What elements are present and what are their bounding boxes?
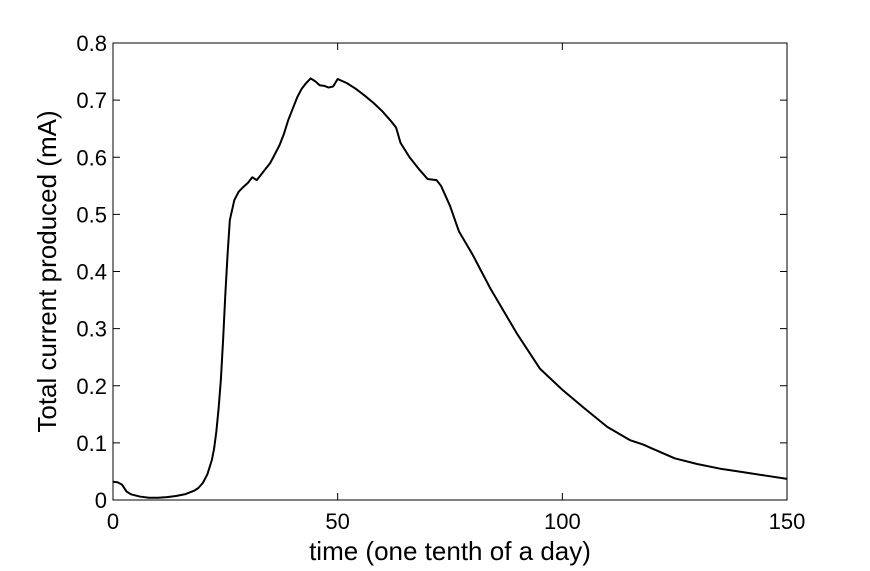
x-axis-label: time (one tenth of a day): [309, 536, 591, 566]
y-tick-label: 0.5: [76, 202, 107, 227]
x-tick-label: 100: [544, 509, 581, 534]
y-tick-label: 0.3: [76, 317, 107, 342]
y-tick-label: 0.1: [76, 431, 107, 456]
plot-frame: [112, 42, 788, 501]
y-tick-label: 0.7: [76, 88, 107, 113]
y-tick-label: 0.8: [76, 31, 107, 56]
y-tick-label: 0.2: [76, 374, 107, 399]
plot-area: [113, 43, 787, 500]
x-tick-label: 0: [107, 509, 119, 534]
y-axis-label: Total current produced (mA): [32, 110, 62, 432]
x-tick-label: 50: [325, 509, 349, 534]
y-tick-label: 0.6: [76, 145, 107, 170]
y-tick-label: 0.4: [76, 260, 107, 285]
x-axis-ticks: 0 50 100 150: [107, 43, 805, 534]
x-tick-label: 150: [769, 509, 806, 534]
y-tick-label: 0: [95, 488, 107, 513]
series-line: [112, 77, 788, 499]
